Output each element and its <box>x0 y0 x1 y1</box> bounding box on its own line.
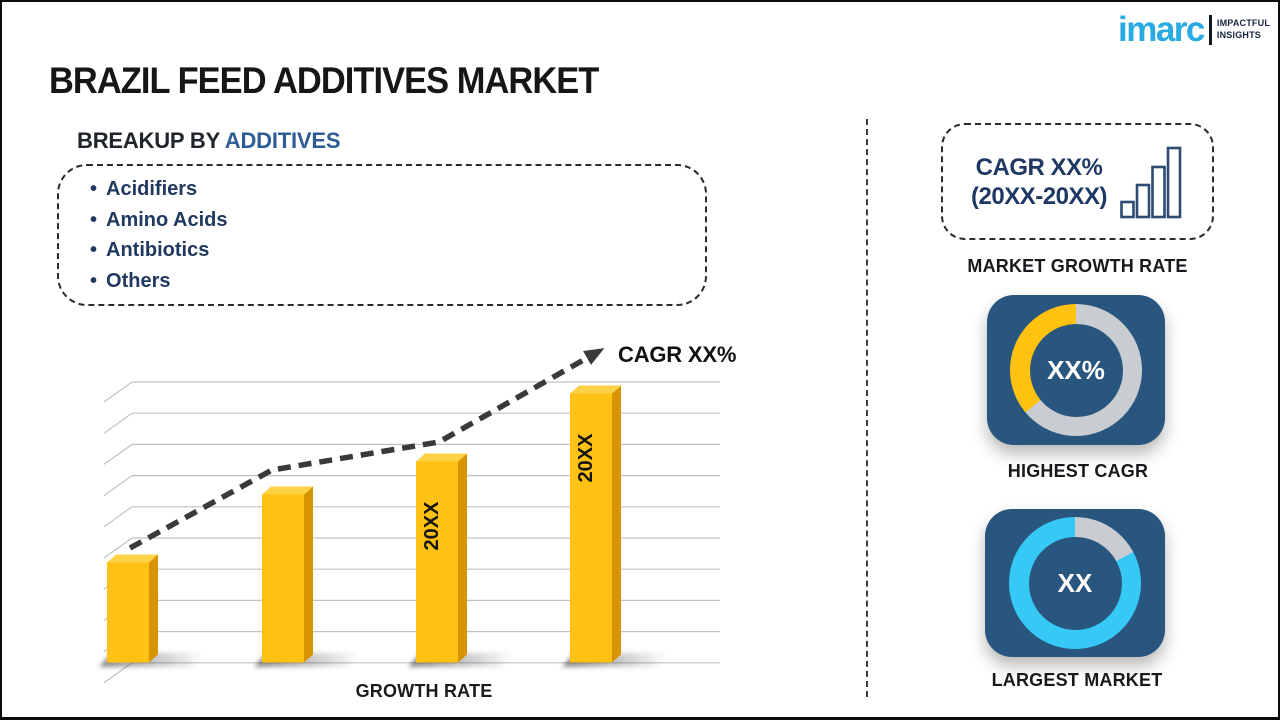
market-growth-rate-label: MARKET GROWTH RATE <box>967 256 1188 276</box>
highest-cagr-donut-icon: XX% <box>1010 304 1142 436</box>
largest-market-tile: XX <box>985 509 1165 657</box>
logo-tagline-line1: IMPACTFUL <box>1216 18 1271 29</box>
growth-rate-chart: 20XX 20XX <box>62 337 762 702</box>
growth-card-text: CAGR XX% (20XX-20XX) <box>971 153 1107 211</box>
breakup-dashed-box <box>57 164 707 306</box>
svg-text:20XX: 20XX <box>575 433 597 483</box>
highest-cagr-label: HIGHEST CAGR <box>1007 461 1149 481</box>
logo-tagline-line2: INSIGHTS <box>1216 29 1262 40</box>
highest-cagr-value: XX% <box>1047 354 1105 385</box>
growth-card-cagr: CAGR XX% <box>975 153 1103 181</box>
breakup-list: • Acidifiers • Amino Acids • Antibiotics • Othe… <box>90 174 228 296</box>
breakup-list-item: • Others <box>90 269 171 292</box>
breakup-list-item: • Acidifiers <box>90 178 198 200</box>
breakup-heading: BREAKUP BY ADDITIVES <box>77 128 341 154</box>
breakup-heading-prefix: BREAKUP BY <box>77 128 225 153</box>
largest-market-label: LARGEST MARKET <box>991 670 1163 690</box>
breakup-list-item: • Amino Acids <box>90 208 228 231</box>
breakup-heading-highlight: ADDITIVES <box>224 128 341 153</box>
page-title: BRAZIL FEED ADDITIVES MARKET <box>49 60 599 101</box>
largest-market-donut-icon: XX <box>1009 517 1141 649</box>
highest-cagr-donut-hole: XX% <box>1029 323 1123 417</box>
logo-tagline: IMPACTFUL INSIGHTS <box>1217 18 1270 41</box>
growth-chart-svg: 20XX 20XX <box>99 348 720 684</box>
imarc-logo: imarc IMPACTFUL INSIGHTS <box>1118 12 1270 47</box>
growth-card-years: (20XX-20XX) <box>971 182 1107 210</box>
imarc-logo-wordmark: imarc <box>1118 10 1205 49</box>
vertical-dashed-divider <box>866 119 868 697</box>
bar-chart-icon <box>1120 146 1182 218</box>
logo-divider-bar <box>1208 14 1212 45</box>
largest-market-value: XX <box>1057 567 1093 598</box>
market-growth-rate-card: CAGR XX% (20XX-20XX) <box>941 123 1214 240</box>
chart-xaxis-label: GROWTH RATE <box>355 681 493 701</box>
svg-text:20XX: 20XX <box>421 501 443 551</box>
trend-cagr-label: CAGR XX% <box>618 342 737 367</box>
highest-cagr-tile: XX% <box>987 295 1165 445</box>
largest-market-donut-hole: XX <box>1028 536 1122 630</box>
breakup-list-item: • Antibiotics <box>90 239 210 261</box>
